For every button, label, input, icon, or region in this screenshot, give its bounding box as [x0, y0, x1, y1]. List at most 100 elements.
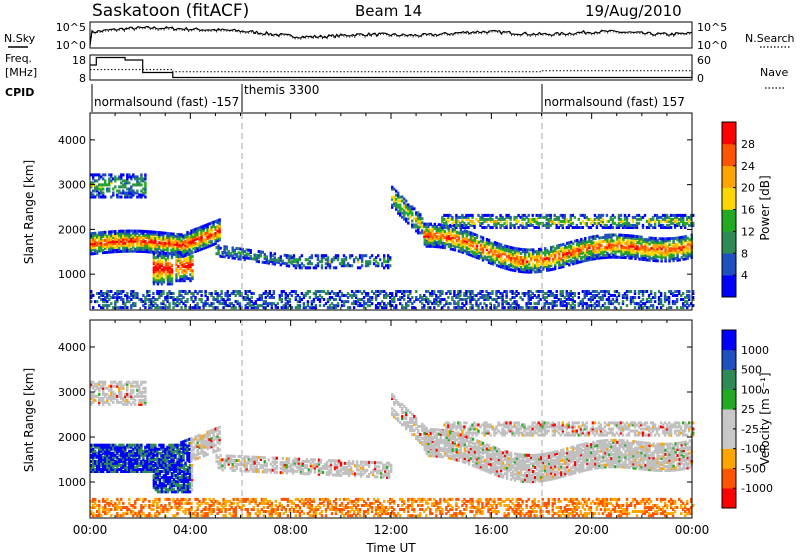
data-cell — [383, 258, 386, 262]
data-cell — [563, 300, 566, 304]
data-cell — [112, 445, 115, 449]
data-cell — [579, 221, 582, 225]
data-cell — [206, 235, 209, 239]
data-cell — [499, 215, 502, 219]
data-cell — [584, 243, 587, 246]
data-cell — [283, 261, 286, 265]
data-cell — [108, 468, 111, 471]
data-cell — [104, 173, 107, 177]
data-cell — [100, 233, 103, 237]
data-cell — [246, 302, 249, 306]
data-cell — [676, 254, 679, 258]
data-cell — [144, 234, 147, 237]
data-cell — [192, 230, 195, 234]
data-cell — [290, 294, 294, 297]
data-cell — [513, 265, 517, 269]
data-cell — [485, 213, 488, 217]
data-cell — [102, 465, 105, 469]
data-cell — [146, 292, 149, 295]
data-cell — [473, 226, 476, 229]
data-cell — [585, 221, 588, 225]
data-cell — [505, 267, 509, 271]
data-cell — [218, 218, 221, 222]
data-cell — [676, 252, 679, 256]
data-cell — [154, 256, 158, 260]
data-cell — [154, 264, 158, 268]
data-cell — [664, 239, 667, 243]
data-cell — [559, 290, 562, 293]
data-cell — [128, 249, 131, 253]
data-cell — [368, 304, 372, 308]
data-cell — [116, 290, 119, 293]
data-cell — [632, 236, 635, 240]
data-cell — [189, 265, 192, 269]
data-cell — [138, 463, 141, 467]
data-cell — [122, 245, 125, 249]
data-cell — [678, 258, 681, 262]
data-cell — [560, 265, 563, 269]
data-cell — [549, 213, 552, 217]
data-cell — [509, 264, 513, 268]
data-cell — [517, 247, 521, 251]
data-cell — [581, 226, 584, 229]
data-cell — [491, 258, 495, 262]
data-cell — [142, 457, 145, 461]
data-cell — [542, 261, 545, 265]
data-cell — [180, 241, 183, 245]
data-cell — [616, 245, 619, 249]
data-cell — [475, 242, 479, 245]
data-cell — [140, 470, 143, 473]
data-cell — [682, 213, 685, 217]
data-cell — [457, 304, 460, 308]
data-cell — [609, 302, 613, 306]
data-cell — [637, 306, 641, 310]
data-cell — [92, 453, 95, 457]
data-cell — [255, 255, 258, 259]
data-cell — [594, 245, 597, 249]
data-cell — [156, 245, 159, 248]
data-cell — [665, 215, 669, 219]
data-cell — [435, 235, 438, 239]
data-cell — [156, 247, 159, 251]
data-cell — [598, 242, 601, 246]
data-cell — [322, 298, 326, 301]
data-cell — [314, 296, 318, 299]
data-cell — [692, 298, 695, 301]
data-cell — [238, 302, 241, 306]
data-cell — [188, 290, 191, 293]
data-cell — [100, 237, 103, 241]
data-cell — [599, 223, 603, 227]
data-cell — [138, 241, 141, 245]
data-cell — [688, 244, 691, 248]
data-cell — [493, 306, 496, 310]
data-cell — [231, 250, 234, 254]
data-cell — [170, 449, 173, 453]
data-cell — [178, 245, 181, 249]
data-cell — [190, 251, 193, 255]
data-cell — [471, 240, 475, 244]
data-cell — [589, 298, 593, 301]
data-cell — [114, 232, 117, 235]
data-cell — [629, 223, 633, 227]
data-cell — [650, 256, 653, 260]
data-cell — [219, 246, 222, 250]
data-cell — [511, 296, 514, 299]
data-cell — [100, 241, 103, 245]
data-cell — [98, 247, 101, 251]
data-cell — [296, 306, 300, 310]
data-cell — [489, 213, 492, 217]
data-cell — [374, 296, 378, 299]
data-cell — [162, 449, 165, 453]
data-cell — [366, 294, 370, 297]
data-cell — [170, 292, 173, 295]
data-cell — [545, 292, 548, 295]
data-cell — [431, 242, 434, 246]
data-cell — [521, 215, 524, 219]
data-cell — [187, 265, 190, 269]
data-cell — [415, 296, 418, 299]
data-cell — [417, 219, 420, 223]
data-cell — [130, 294, 133, 297]
data-cell — [525, 215, 528, 219]
data-cell — [194, 227, 197, 231]
data-cell — [479, 221, 482, 225]
